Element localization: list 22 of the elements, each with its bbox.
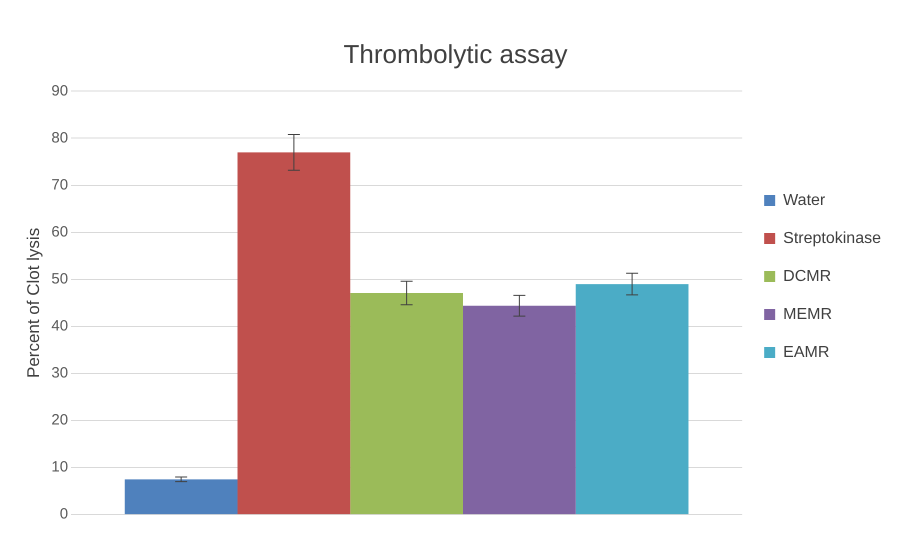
bar — [350, 293, 463, 514]
bar — [462, 306, 576, 514]
y-tick-label: 50 — [51, 270, 68, 288]
y-tick-label: 0 — [60, 506, 68, 523]
bar — [238, 152, 350, 514]
legend-label: MEMR — [783, 306, 832, 323]
legend-label: Water — [783, 192, 826, 209]
legend-label: DCMR — [783, 268, 832, 285]
y-tick-label: 10 — [51, 458, 68, 476]
y-tick-label: 90 — [51, 82, 68, 100]
y-axis-title: Percent of Clot lysis — [24, 228, 43, 378]
y-tick-label: 80 — [51, 129, 68, 146]
bar — [124, 479, 238, 514]
bar — [576, 284, 688, 514]
y-tick-label: 20 — [51, 412, 68, 429]
y-tick-label: 40 — [51, 318, 68, 335]
legend-label: Streptokinase — [783, 230, 882, 247]
legend-label: EAMR — [783, 344, 830, 361]
y-tick-label: 70 — [51, 176, 68, 194]
y-tick-label: 60 — [51, 223, 68, 240]
chart-title: Thrombolytic assay — [344, 38, 568, 69]
y-tick-label: 30 — [51, 364, 68, 382]
